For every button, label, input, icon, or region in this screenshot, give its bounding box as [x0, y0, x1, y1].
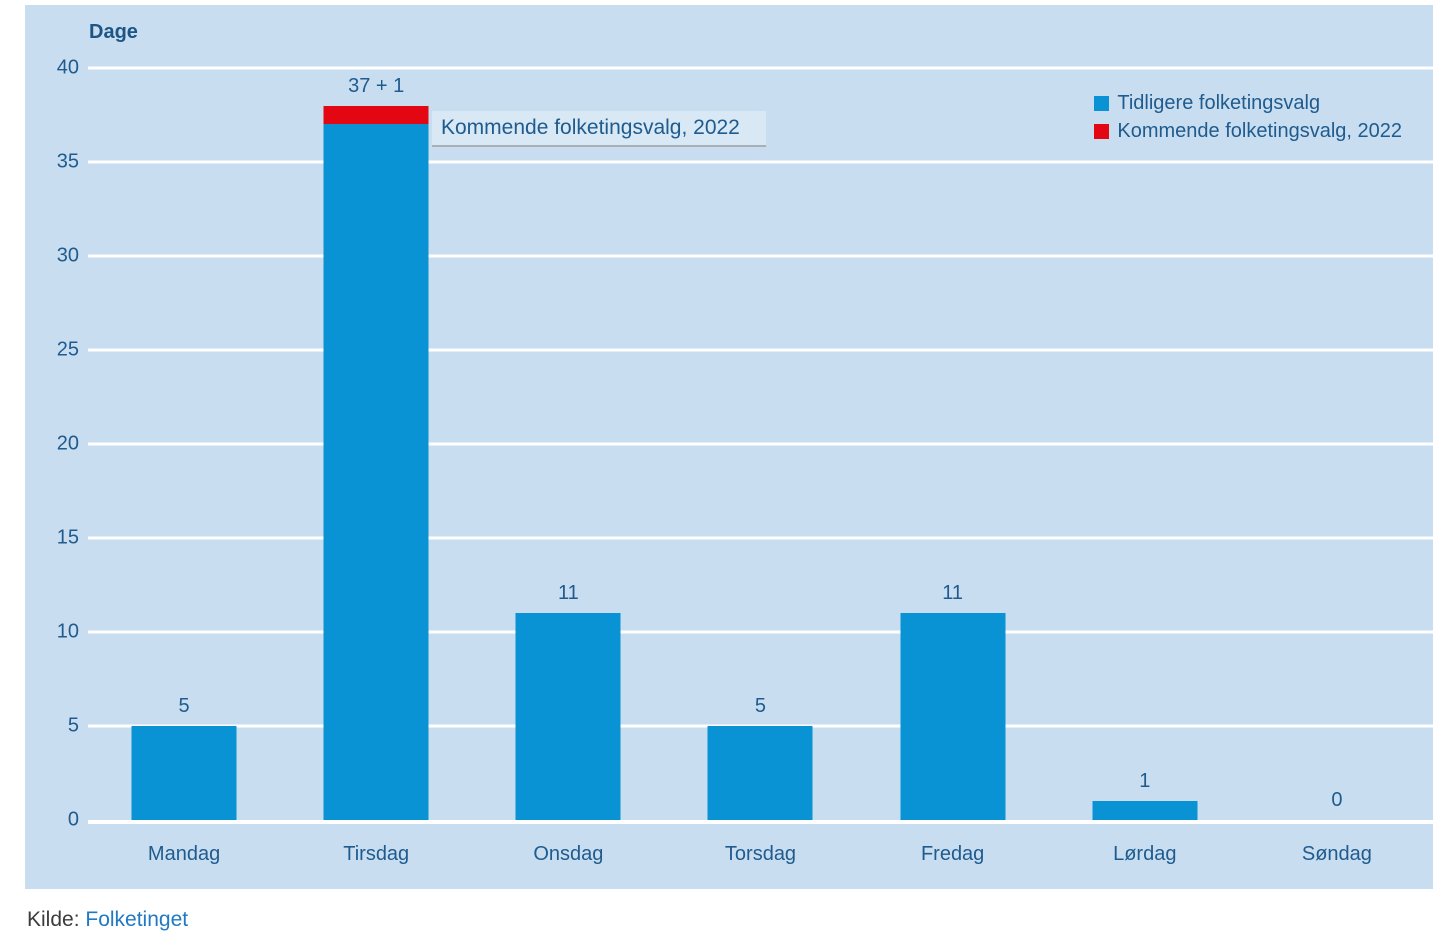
x-axis-category-label: Lørdag: [1113, 843, 1177, 865]
source-link[interactable]: Folketinget: [85, 908, 189, 931]
annotation-callout: Kommende folketingsvalg, 2022: [432, 111, 766, 147]
bar-segment-tidligere: [900, 613, 1006, 820]
y-axis-tick-label: 5: [67, 714, 79, 737]
source-label: Kilde:: [27, 908, 80, 931]
y-axis-tick-label: 15: [56, 526, 79, 549]
legend-label: Tidligere folketingsvalg: [1117, 92, 1321, 114]
y-axis-tick-label: 35: [56, 150, 79, 173]
bar-column: 11: [472, 68, 664, 820]
y-axis-tick-label: 20: [56, 432, 79, 455]
gridline: [88, 160, 1433, 164]
y-axis-tick-label: 25: [56, 338, 79, 361]
bar-value-label: 1: [1139, 770, 1151, 793]
bar-value-label: 5: [754, 695, 767, 717]
gridline: [88, 442, 1433, 446]
source-line: Kilde: Folketinget: [27, 908, 188, 932]
bar-value-label: 5: [178, 695, 190, 717]
legend-item: Tidligere folketingsvalg: [1094, 89, 1402, 117]
bar-value-label: 11: [942, 582, 964, 605]
plot-area: 5 37 + 1 11 5 11 1 0: [88, 66, 1433, 824]
x-axis-category-label: Onsdag: [533, 843, 604, 865]
bar-value-label: 11: [557, 582, 579, 605]
bar-columns: 5 37 + 1 11 5 11 1 0: [88, 68, 1433, 820]
y-axis-title: Dage: [89, 21, 138, 43]
y-axis-tick-label: 0: [67, 808, 79, 831]
bar-segment-tidligere: [515, 613, 621, 820]
annotation-text: Kommende folketingsvalg, 2022: [441, 116, 740, 139]
x-axis-category-label: Torsdag: [724, 843, 797, 865]
y-axis-tick-label: 40: [56, 56, 79, 79]
x-axis-category-label: Søndag: [1301, 843, 1372, 865]
legend-swatch: [1094, 123, 1110, 139]
bar-column: 1: [1049, 68, 1241, 820]
bar-column: 5: [88, 68, 280, 820]
bar-column: 0: [1241, 68, 1433, 820]
bar-column: 11: [857, 68, 1049, 820]
y-axis: 40 35 30 25 20 15 10 5 0: [25, 57, 79, 831]
gridline: [88, 348, 1433, 352]
legend-swatch: [1094, 95, 1110, 111]
x-axis-category-label: Tirsdag: [343, 843, 410, 865]
legend: Tidligere folketingsvalg Kommende folketi…: [1094, 89, 1402, 145]
y-axis-tick-label: 30: [56, 244, 79, 267]
bar-column: 5: [664, 68, 856, 820]
legend-label: Kommende folketingsvalg, 2022: [1117, 120, 1402, 142]
y-axis-tick-label: 10: [56, 620, 79, 643]
legend-item: Kommende folketingsvalg, 2022: [1094, 117, 1402, 145]
bar-segment-tidligere: [707, 726, 813, 820]
gridline: [88, 536, 1433, 540]
bar-segment-tidligere: [131, 726, 237, 820]
x-axis-line: [88, 820, 1433, 824]
x-axis-category-label: Mandag: [147, 843, 221, 865]
gridline: [88, 630, 1433, 634]
bar-column: 37 + 1: [280, 68, 472, 820]
x-axis: Mandag Tirsdag Onsdag Torsdag Fredag Lørdag Sø…: [88, 843, 1433, 866]
gridline: [88, 254, 1433, 258]
gridline: [88, 66, 1433, 70]
bar-value-label: 37 + 1: [348, 74, 405, 97]
bar-value-label: 0: [1331, 789, 1343, 811]
bar-segment-kommende: [323, 105, 429, 125]
x-axis-category-label: Fredag: [920, 843, 985, 865]
chart-panel: Dage 40 35 30 25 20 15 10 5 0 5 37 + 1 11 5 11 1 0 Man…: [25, 5, 1433, 889]
bar-segment-tidligere: [323, 124, 429, 820]
bar-segment-tidligere: [1092, 801, 1198, 820]
